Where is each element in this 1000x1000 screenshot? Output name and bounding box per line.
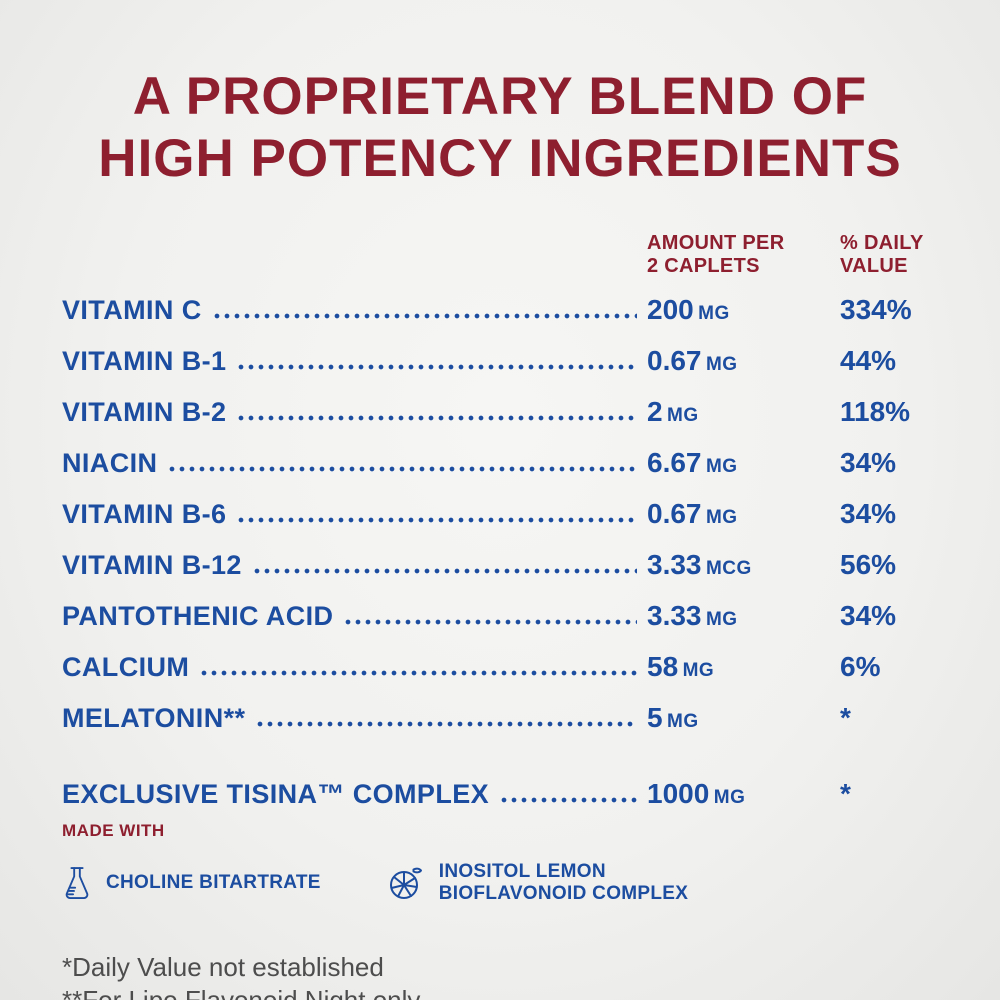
dot-leader [499,797,637,803]
daily-value: 34% [840,447,897,478]
made-with-label-line1: INOSITOL LEMON [438,861,606,882]
made-with-label-line1: CHOLINE BITARTRATE [106,872,321,893]
ingredient-row: NIACIN 6.67 MG 34% [62,447,938,479]
dv-header-line1: % DAILY [840,232,924,254]
dot-leader [251,568,637,574]
ingredient-name: PANTOTHENIC ACID [62,601,334,631]
ingredient-name: VITAMIN B-6 [62,499,227,529]
amount-unit: MG [667,711,699,732]
amount-unit: MG [698,303,730,324]
complex-name: EXCLUSIVE TISINA™ COMPLEX [62,779,490,809]
footnote-night-only: **For Lipo Flavonoid Night only [62,985,421,1000]
ingredient-row: MELATONIN** 5 MG * [62,702,938,734]
amount-cell: 0.67 MG [647,498,840,530]
footnotes: *Daily Value not established **For Lipo … [62,951,938,1000]
dot-leader [199,670,637,676]
ingredient-name: VITAMIN B-2 [62,397,227,427]
amount-cell: 5 MG [647,702,840,734]
ingredient-row: VITAMIN B-6 0.67 MG 34% [62,498,938,530]
ingredients-table: AMOUNT PER 2 CAPLETS % DAILY VALUE VITAM… [62,232,938,734]
daily-value-header: % DAILY VALUE [840,232,938,278]
daily-value: 34% [840,498,897,529]
amount-unit: MG [713,787,746,808]
amount-value: 0.67 [647,345,702,376]
made-with-item-inositol: INOSITOL LEMON BIOFLAVONOID COMPLEX [385,861,688,905]
ingredient-row: VITAMIN C 200 MG 334% [62,294,938,326]
amount-value: 1000 [647,778,710,809]
ingredient-name: VITAMIN B-12 [62,550,242,580]
ingredient-name: CALCIUM [62,652,190,682]
dot-leader [236,364,637,370]
ingredient-name: VITAMIN C [62,295,202,325]
amount-unit: MG [705,609,738,630]
footnote-daily-value: *Daily Value not established [62,952,384,982]
amount-per-header: AMOUNT PER 2 CAPLETS [647,232,840,278]
amount-cell: 200 MG [647,294,840,326]
daily-value: 6% [840,651,881,682]
amount-value: 2 [647,396,663,427]
ingredient-name: NIACIN [62,448,158,478]
dot-leader [343,619,637,625]
ingredient-name: MELATONIN** [62,703,246,733]
ingredient-row: CALCIUM 58 MG 6% [62,651,938,683]
ingredient-row: VITAMIN B-12 3.33 MCG 56% [62,549,938,581]
daily-value: 34% [840,600,897,631]
amount-value: 0.67 [647,498,702,529]
made-with-label: MADE WITH [62,821,165,840]
ingredient-row: VITAMIN B-2 2 MG 118% [62,396,938,428]
ingredient-row: PANTOTHENIC ACID 3.33 MG 34% [62,600,938,632]
lemon-icon [385,863,425,903]
amount-cell: 0.67 MG [647,345,840,377]
daily-value: * [840,702,851,733]
amount-value: 58 [647,651,679,682]
daily-value: * [840,778,851,809]
amount-cell: 58 MG [647,651,840,683]
amount-unit: MG [705,507,738,528]
amount-unit: MG [667,405,699,426]
dv-header-line2: VALUE [840,255,908,277]
daily-value: 44% [840,345,897,376]
page-title: A PROPRIETARY BLEND OF HIGH POTENCY INGR… [62,66,938,190]
dot-leader [255,721,637,727]
amount-cell: 3.33 MCG [647,549,840,581]
amount-cell: 6.67 MG [647,447,840,479]
made-with-item-label: INOSITOL LEMON BIOFLAVONOID COMPLEX [439,861,688,905]
amount-cell: 2 MG [647,396,840,428]
amount-value: 3.33 [647,600,702,631]
amount-value: 200 [647,294,694,325]
daily-value: 56% [840,549,897,580]
complex-section: EXCLUSIVE TISINA™ COMPLEX 1000 MG * MADE… [62,778,938,905]
amount-header-line1: AMOUNT PER [647,232,785,254]
amount-cell: 1000 MG [647,778,840,810]
amount-unit: MCG [705,558,752,579]
amount-header-line2: 2 CAPLETS [647,255,760,277]
daily-value: 334% [840,294,912,325]
dot-leader [167,466,637,472]
amount-value: 3.33 [647,549,702,580]
page-title-line2: HIGH POTENCY INGREDIENTS [98,129,902,188]
amount-unit: MG [705,354,738,375]
dot-leader [236,517,637,523]
page-title-line1: A PROPRIETARY BLEND OF [132,67,868,126]
amount-value: 6.67 [647,447,702,478]
dot-leader [236,415,637,421]
amount-unit: MG [705,456,738,477]
amount-unit: MG [682,660,715,681]
flask-icon [62,865,92,901]
made-with-label-line2: BIOFLAVONOID COMPLEX [438,883,689,904]
dot-leader [211,313,637,319]
ingredient-row: VITAMIN B-1 0.67 MG 44% [62,345,938,377]
amount-value: 5 [647,702,663,733]
complex-row: EXCLUSIVE TISINA™ COMPLEX 1000 MG * [62,778,938,810]
table-header-row: AMOUNT PER 2 CAPLETS % DAILY VALUE [62,232,938,278]
daily-value: 118% [840,396,911,427]
made-with-item-label: CHOLINE BITARTRATE [106,872,321,894]
amount-cell: 3.33 MG [647,600,840,632]
ingredient-name: VITAMIN B-1 [62,346,227,376]
made-with-items: CHOLINE BITARTRATE [62,861,938,905]
made-with-item-choline: CHOLINE BITARTRATE [62,865,321,901]
